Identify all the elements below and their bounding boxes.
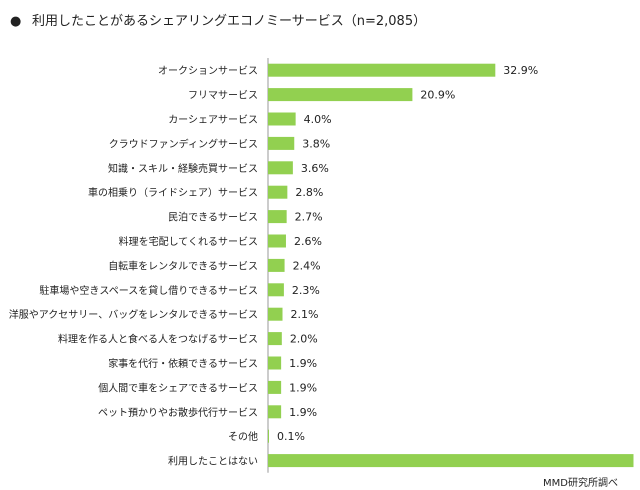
- value-label: 32.9%: [503, 64, 538, 77]
- source-note: MMD研究所調べ: [543, 478, 618, 489]
- bar: [268, 356, 282, 370]
- value-label: 0.1%: [277, 430, 305, 443]
- bar: [268, 63, 496, 77]
- value-label: 2.4%: [293, 259, 321, 272]
- category-label: 料理を宅配してくれるサービス: [119, 235, 258, 248]
- bar: [268, 380, 282, 394]
- value-label: 20.9%: [420, 89, 455, 102]
- value-label: 4.0%: [304, 113, 332, 126]
- category-label: フリマサービス: [188, 90, 258, 102]
- bar: [268, 258, 285, 272]
- bar: [268, 88, 413, 102]
- bar: [268, 405, 282, 419]
- bar: [268, 112, 296, 126]
- category-label: 知識・スキル・経験売買サービス: [108, 162, 258, 175]
- value-label: 2.7%: [295, 211, 323, 224]
- value-label: 1.9%: [289, 381, 317, 394]
- category-label: 車の相乗り（ライドシェア）サービス: [88, 186, 258, 199]
- category-label: 利用したことはない: [168, 456, 258, 468]
- value-label: 2.1%: [291, 308, 319, 321]
- value-label: 2.0%: [290, 333, 318, 346]
- category-label: 自転車をレンタルできるサービス: [108, 259, 258, 272]
- category-label: その他: [228, 430, 258, 443]
- title-bullet: ●: [10, 14, 22, 29]
- category-label: 料理を作る人と食べる人をつなげるサービス: [58, 333, 258, 346]
- bar: [268, 161, 293, 175]
- value-label: 2.8%: [295, 186, 323, 199]
- bar: [268, 234, 286, 248]
- category-label: カーシェアサービス: [168, 114, 258, 126]
- category-label: 駐車場や空きスペースを貸し借りできるサービス: [39, 284, 258, 297]
- category-label: 家事を代行・依頼できるサービス: [108, 357, 258, 370]
- category-label: 民泊できるサービス: [168, 212, 258, 224]
- bar: [268, 454, 634, 468]
- value-label: 1.9%: [289, 406, 317, 419]
- bar: [268, 283, 284, 297]
- bar: [268, 332, 282, 346]
- bar: [268, 185, 288, 199]
- value-label: 1.9%: [289, 357, 317, 370]
- bar: [268, 429, 269, 443]
- bar: [268, 136, 295, 150]
- value-label: 2.3%: [292, 284, 320, 297]
- category-label: 洋服やアクセサリー、バッグをレンタルできるサービス: [9, 308, 258, 321]
- category-label: ペット預かりやお散歩代行サービス: [98, 406, 258, 419]
- value-label: 2.6%: [294, 235, 322, 248]
- title-text: 利用したことがあるシェアリングエコノミーサービス（n=2,085）: [32, 14, 427, 29]
- category-label: オークションサービス: [158, 65, 258, 77]
- chart-title: ● 利用したことがあるシェアリングエコノミーサービス（n=2,085）: [10, 10, 426, 29]
- value-label: 3.8%: [302, 137, 330, 150]
- value-label: 3.6%: [301, 162, 329, 175]
- category-label: 個人間で車をシェアできるサービス: [98, 381, 258, 394]
- bar: [268, 307, 283, 321]
- bar: [268, 210, 287, 224]
- category-label: クラウドファンディングサービス: [109, 137, 258, 150]
